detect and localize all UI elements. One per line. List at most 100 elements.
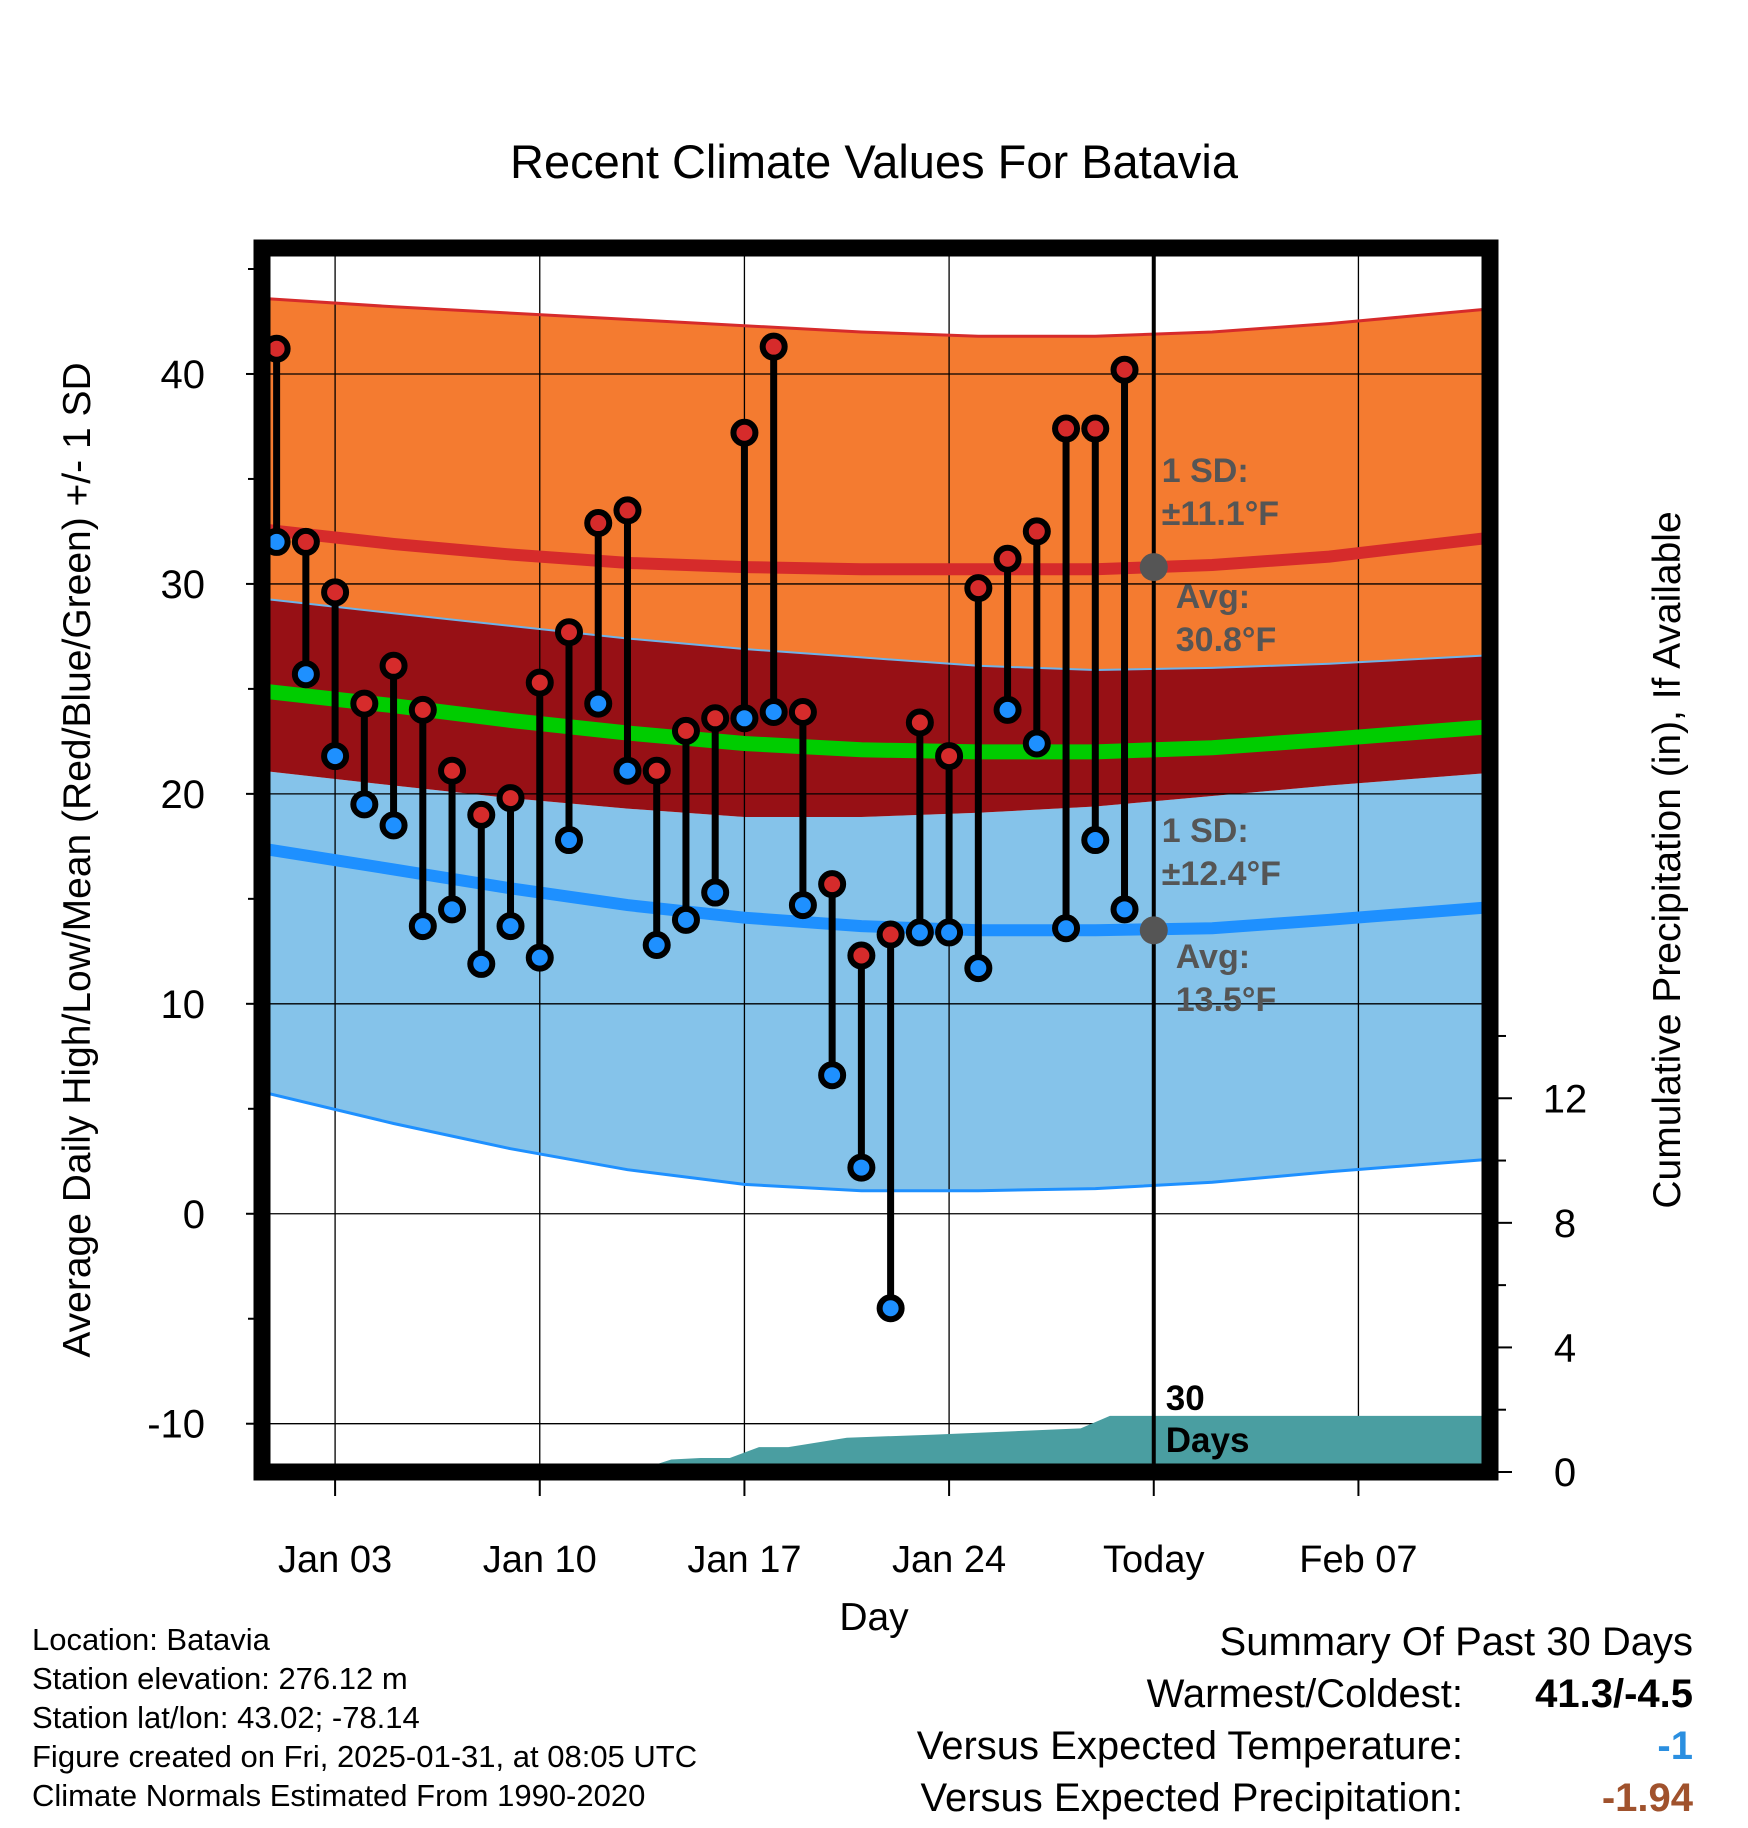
warmest-coldest-label: Warmest/Coldest: [1146,1672,1463,1716]
high-avg-label: Avg: [1176,578,1250,616]
high-point [408,695,437,724]
high-point [964,574,993,603]
y2-tick-label: 0 [1554,1451,1576,1495]
high-sd-band [262,298,1490,670]
low-point [993,695,1022,724]
low-point [818,1061,847,1090]
y2-tick-label: 8 [1554,1202,1576,1246]
low-point [467,949,496,978]
info-latlon: Station lat/lon: 43.02; -78.14 [32,1700,420,1735]
axes: -10 0 10 20 30 40 0 4 8 12 Jan 03 Jan 10 Jan 17 Jan 2… [147,267,1588,1581]
today-days-label-line: 30 [1166,1379,1205,1418]
summary-temperature: Versus Expected Temperature: -1 [917,1720,1693,1772]
y-tick-label: 30 [161,563,206,607]
temp-label: Versus Expected Temperature: [916,1724,1463,1768]
low-point [1052,914,1081,943]
x-tick-label: Jan 03 [278,1539,392,1581]
low-point [671,905,700,934]
high-point [671,716,700,745]
y-axis-label: Average Daily High/Low/Mean (Red/Blue/Gr… [56,362,99,1357]
high-point [496,784,525,813]
info-location: Location: Batavia [32,1622,270,1657]
high-upper-sd-line [262,296,1490,338]
plot-frame [253,239,1499,1481]
annotations: 1 SD: ±11.1°F Avg: 30.8°F 1 SD: ±12.4°F Avg: 13… [1139,452,1281,1019]
high-point [321,578,350,607]
low-point [438,895,467,924]
summary-warmest-coldest: Warmest/Coldest: 41.3/-4.5 [917,1668,1693,1720]
high-point [291,527,320,556]
today-days-label-line: Days [1166,1421,1250,1460]
low-point [964,954,993,983]
daily-range-bars [262,332,1139,1323]
low-point [876,1294,905,1323]
high-point [642,756,671,785]
high-point [847,941,876,970]
x-tick-label: Today [1103,1539,1204,1581]
low-lower-sd-line [262,1090,1490,1193]
high-point [555,618,583,647]
low-point [1110,895,1139,924]
high-point [350,689,379,718]
low-sd-value: ±12.4°F [1162,855,1281,893]
low-point [321,742,350,771]
y-tick-label: 0 [183,1193,205,1237]
x-axis-label: Day [839,1596,909,1639]
low-point [379,811,408,840]
high-point [1081,414,1110,443]
high-point [876,920,905,949]
high-point [379,651,408,680]
high-point [701,704,730,733]
high-point [584,509,613,538]
high-point [993,544,1022,573]
low-sd-label: 1 SD: [1162,812,1249,850]
y-tick-label: 40 [161,353,206,397]
high-sd-label: 1 SD: [1162,452,1249,490]
high-point [467,800,496,829]
x-tick-label: Jan 17 [687,1539,801,1581]
y-tick-label: -10 [147,1403,205,1447]
warmest-coldest-value: 41.3/-4.5 [1535,1672,1693,1716]
low-point [759,697,788,726]
low-avg-value: 13.5°F [1176,981,1277,1019]
precip-value: -1.94 [1601,1776,1693,1820]
high-point [935,742,964,771]
high-lower-sd-line [262,597,1490,672]
y2-axis-label: Cumulative Precipitation (in), If Availa… [1646,511,1689,1208]
y2-tick-label: 4 [1554,1326,1576,1370]
low-point [1022,729,1051,758]
high-point [818,870,847,899]
today-marker: 30 Days [1151,248,1250,1472]
low-point [935,918,964,947]
low-point [847,1153,876,1182]
high-point [1022,517,1051,546]
low-point [730,704,759,733]
low-point [613,756,642,785]
info-elevation: Station elevation: 276.12 m [32,1661,408,1696]
high-point [730,418,759,447]
normal-high-line [262,523,1490,576]
high-avg-value: 30.8°F [1176,621,1277,659]
temp-value: -1 [1657,1724,1693,1768]
normal-lines [262,296,1490,1193]
low-point [291,660,320,689]
high-point [788,697,817,726]
high-point [525,668,554,697]
chart-title: Recent Climate Values For Batavia [510,135,1239,188]
low-avg-label: Avg: [1176,938,1250,976]
high-point [759,332,788,361]
normal-mean-line [262,683,1490,760]
high-point [1052,414,1081,443]
low-point [525,943,554,972]
info-normals: Climate Normals Estimated From 1990-2020 [32,1778,646,1813]
x-tick-label: Jan 10 [483,1539,597,1581]
precipitation-area [262,1415,1490,1472]
precip-label: Versus Expected Precipitation: [920,1776,1463,1820]
y-tick-label: 10 [161,983,206,1027]
low-point [905,918,934,947]
high-point [613,496,642,525]
summary-title: Summary Of Past 30 Days [1219,1620,1693,1664]
summary-panel: Summary Of Past 30 Days Warmest/Coldest:… [917,1616,1693,1824]
info-created: Figure created on Fri, 2025-01-31, at 08… [32,1739,698,1774]
y2-tick-label: 12 [1543,1077,1588,1121]
